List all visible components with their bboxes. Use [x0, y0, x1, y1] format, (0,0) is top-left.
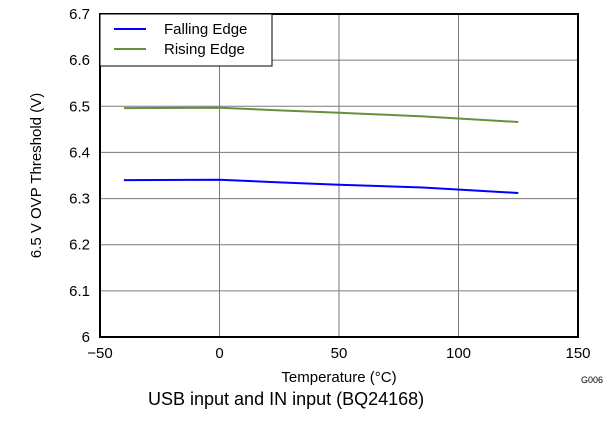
x-tick-label: −50: [87, 345, 112, 362]
figure-code-label: G006: [581, 375, 603, 385]
figure-caption: USB input and IN input (BQ24168): [148, 389, 425, 409]
x-axis-title: Temperature (°C): [281, 369, 396, 386]
x-tick-label: 100: [446, 345, 471, 362]
plot-frame: [99, 13, 579, 338]
series-line-falling-edge: [123, 178, 519, 194]
data-series: [123, 106, 519, 194]
x-tick-label: 150: [565, 345, 590, 362]
y-axis-title: 6.5 V OVP Threshold (V): [28, 93, 45, 258]
legend-label: Rising Edge: [164, 41, 245, 58]
tick-labels: −50 0 50 100 150 6 6.1 6.2 6.3 6.4 6.5 6.6 6.7: [69, 6, 590, 362]
legend: Falling Edge Rising Edge: [99, 13, 273, 67]
legend-label: Falling Edge: [164, 21, 247, 38]
x-tick-label: 0: [215, 345, 223, 362]
legend-box: [99, 13, 273, 67]
y-tick-label: 6: [82, 329, 90, 346]
series-line-rising-edge: [123, 106, 519, 123]
y-tick-label: 6.1: [69, 283, 90, 300]
y-tick-label: 6.4: [69, 144, 90, 161]
y-tick-label: 6.6: [69, 52, 90, 69]
y-tick-label: 6.2: [69, 237, 90, 254]
y-tick-label: 6.5: [69, 98, 90, 115]
y-tick-label: 6.3: [69, 191, 90, 208]
x-tick-label: 50: [331, 345, 348, 362]
y-tick-label: 6.7: [69, 6, 90, 23]
